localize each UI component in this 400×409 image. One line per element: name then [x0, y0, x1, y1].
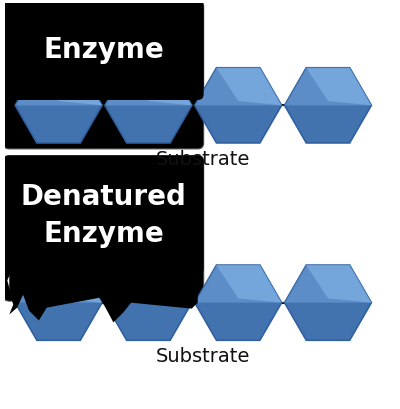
- Text: Substrate: Substrate: [156, 150, 250, 169]
- Polygon shape: [105, 106, 192, 143]
- Polygon shape: [15, 265, 102, 340]
- Polygon shape: [105, 303, 192, 340]
- Text: Substrate: Substrate: [156, 347, 250, 366]
- Polygon shape: [195, 265, 282, 303]
- Polygon shape: [37, 68, 102, 106]
- Polygon shape: [9, 269, 198, 322]
- Polygon shape: [37, 265, 102, 303]
- Polygon shape: [284, 106, 371, 143]
- Polygon shape: [195, 265, 282, 340]
- Polygon shape: [105, 68, 192, 106]
- Polygon shape: [127, 265, 192, 303]
- Polygon shape: [7, 254, 196, 295]
- FancyBboxPatch shape: [3, 155, 204, 275]
- Polygon shape: [216, 265, 282, 303]
- Polygon shape: [127, 68, 192, 106]
- Text: Enzyme: Enzyme: [43, 36, 164, 64]
- Polygon shape: [284, 68, 371, 143]
- Polygon shape: [15, 68, 102, 143]
- Polygon shape: [105, 68, 192, 143]
- Polygon shape: [105, 68, 192, 143]
- Polygon shape: [284, 303, 371, 340]
- Polygon shape: [195, 68, 282, 106]
- Polygon shape: [195, 68, 282, 143]
- Polygon shape: [15, 265, 102, 303]
- Polygon shape: [195, 106, 282, 143]
- Polygon shape: [15, 303, 102, 340]
- Polygon shape: [306, 265, 371, 303]
- Polygon shape: [284, 265, 371, 340]
- Polygon shape: [105, 265, 192, 340]
- Polygon shape: [15, 106, 102, 143]
- Polygon shape: [195, 303, 282, 340]
- Polygon shape: [284, 68, 371, 106]
- Polygon shape: [306, 68, 371, 106]
- Polygon shape: [216, 68, 282, 106]
- Polygon shape: [284, 265, 371, 303]
- Text: Denatured
Enzyme: Denatured Enzyme: [20, 183, 186, 247]
- FancyBboxPatch shape: [3, 1, 204, 100]
- Polygon shape: [105, 265, 192, 303]
- Polygon shape: [15, 68, 102, 106]
- FancyBboxPatch shape: [3, 1, 204, 149]
- Polygon shape: [15, 68, 102, 143]
- FancyBboxPatch shape: [3, 155, 204, 301]
